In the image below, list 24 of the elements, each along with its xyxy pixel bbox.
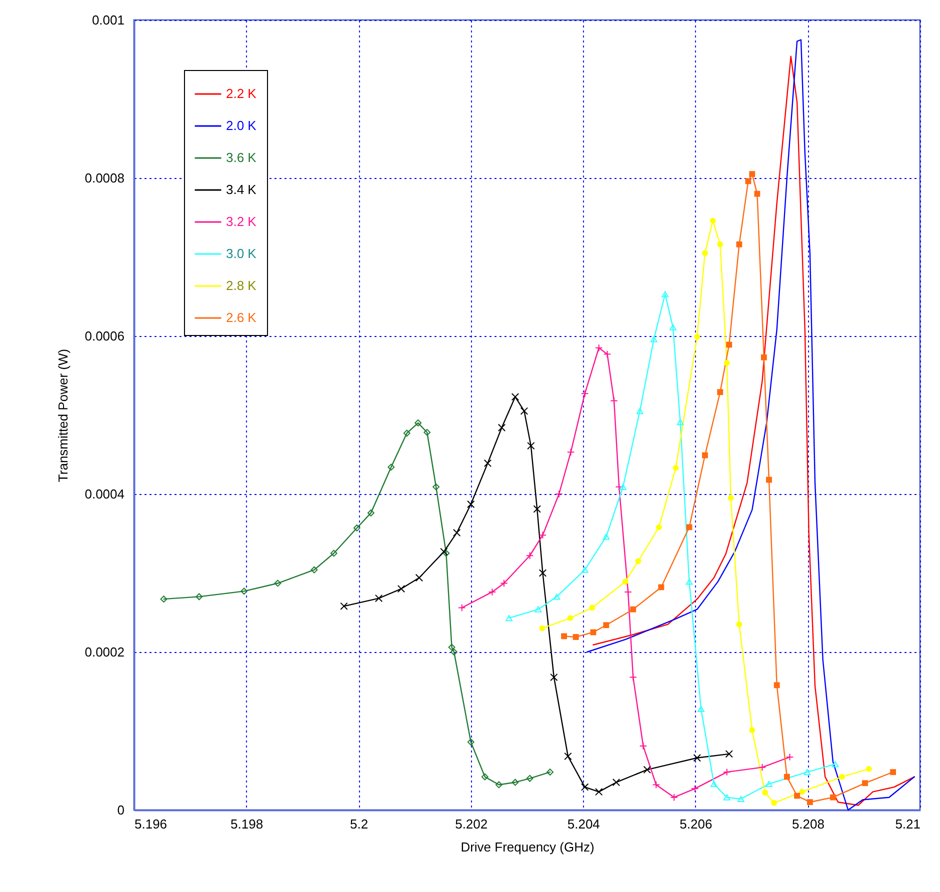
x-tick-label: 5.198 [230, 816, 264, 832]
y-tick-label: 0.0008 [84, 170, 124, 186]
x-tick-label: 5.196 [134, 816, 168, 832]
legend-label: 2.6 K [226, 310, 257, 325]
y-tick-label: 0.001 [92, 12, 124, 28]
x-tick-label: 5.21 [895, 816, 920, 832]
y-tick-label: 0 [117, 802, 124, 818]
legend-label: 3.0 K [226, 246, 257, 261]
x-tick-label: 5.202 [455, 816, 488, 832]
x-tick-label: 5.204 [567, 816, 600, 832]
x-tick-label: 5.206 [680, 816, 712, 832]
x-axis-title: Drive Frequency (GHz) [460, 840, 594, 854]
y-tick-label: 0.0002 [84, 644, 124, 660]
legend-label: 2.0 K [226, 118, 257, 133]
x-tick-label: 5.2 [350, 816, 368, 832]
legend-label: 3.4 K [226, 182, 257, 197]
y-tick-label: 0.0004 [84, 486, 124, 502]
y-tick-label: 0.0006 [84, 328, 124, 344]
legend-label: 2.2 K [226, 86, 257, 101]
legend-label: 3.2 K [226, 214, 257, 229]
x-tick-label: 5.208 [792, 816, 824, 832]
y-axis-title: Transmitted Power (W) [56, 348, 71, 482]
legend-label: 2.8 K [226, 278, 257, 293]
legend-label: 3.6 K [226, 150, 257, 165]
